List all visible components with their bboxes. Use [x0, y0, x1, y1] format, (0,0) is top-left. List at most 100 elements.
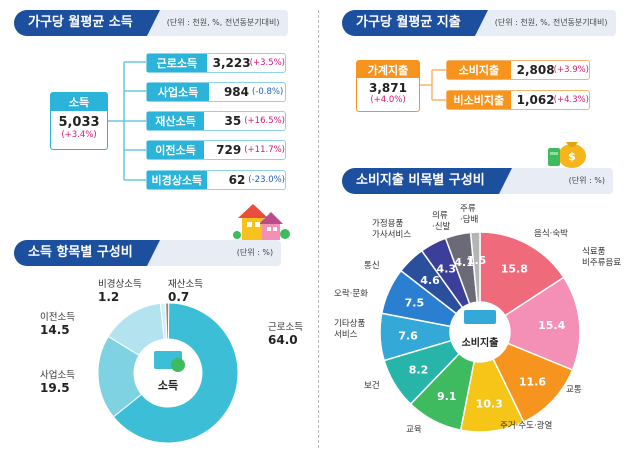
- consumption-slice-label: 가정용품: [372, 218, 403, 229]
- consumption-slice-value: 4.1: [454, 256, 474, 269]
- consumption-slice-value: 11.6: [519, 375, 546, 388]
- income-item-change: (+11.7%): [244, 145, 285, 155]
- consumption-slice-label: 의류: [432, 210, 448, 221]
- income-donut-center: [135, 340, 201, 406]
- consumption-slice-label: 서비스: [334, 330, 358, 340]
- consumption-comp-banner: 소비지출 비목별 구성비 (단위 : %): [342, 168, 614, 194]
- income-item-label: 이전소득: [147, 141, 204, 159]
- consumption-slice-label: 가사서비스: [372, 230, 411, 240]
- consumption-center-icon: [464, 310, 496, 324]
- income-item-value: 729: [216, 143, 242, 157]
- expense-item-value: 2,808: [516, 63, 555, 77]
- income-item-label: 재산소득: [147, 112, 204, 130]
- income-banner: 가구당 월평균 소득 (단위 : 천원, %, 전년동분기대비): [14, 10, 288, 36]
- expense-banner: 가구당 월평균 지출 (단위 : 천원, %, 전년동분기대비): [342, 10, 616, 36]
- expense-total-change: (+4.0%): [370, 95, 406, 105]
- income-item-label: 비경상소득: [147, 171, 207, 189]
- income-slice-label: 이전소득: [40, 312, 75, 323]
- income-item-label: 근로소득: [147, 54, 207, 72]
- income-slice-label: 비경상소득: [98, 278, 142, 290]
- income-item-change: (+16.5%): [244, 116, 285, 126]
- consumption-donut-slice: [504, 276, 581, 371]
- income-item-box: 비경상소득 62 (-23.0%): [146, 170, 286, 190]
- income-item-change: (-23.0%): [248, 175, 285, 185]
- income-donut-slice: [112, 302, 239, 444]
- consumption-slice-value: 10.3: [476, 397, 503, 410]
- income-item-value: 62: [228, 173, 246, 187]
- income-total-value: 5,033: [58, 115, 100, 130]
- consumption-slice-label: 음식·숙박: [534, 228, 568, 239]
- consumption-slice-label: 기타상품: [334, 318, 365, 329]
- income-title: 가구당 월평균 소득: [14, 10, 160, 36]
- expense-title: 가구당 월평균 지출: [342, 10, 488, 36]
- income-item-box: 근로소득 3,223 (+3.5%): [146, 53, 286, 73]
- income-slice-value: 14.5: [40, 323, 70, 337]
- income-item-label: 사업소득: [147, 83, 209, 101]
- expense-item-value: 1,062: [516, 93, 555, 107]
- expense-item-box: 비소비지출 1,062 (+4.3%): [446, 90, 590, 110]
- expense-unit: (단위 : 천원, %, 전년동분기대비): [474, 10, 616, 36]
- consumption-slice-value: 8.2: [409, 363, 429, 376]
- expense-total-label: 가계지출: [357, 61, 419, 78]
- consumption-slice-label: ·신발: [432, 221, 451, 232]
- consumption-donut-slice: [469, 231, 481, 303]
- income-slice-value: 0.7: [168, 290, 189, 304]
- income-item-value: 3,223: [212, 56, 251, 70]
- consumption-slice-label: ·담배: [460, 214, 478, 225]
- income-item-value: 984: [223, 85, 249, 99]
- expense-item-change: (+4.3%): [553, 95, 589, 105]
- income-comp-unit: (단위 : %): [146, 240, 282, 266]
- income-slice-value: 1.2: [98, 290, 119, 304]
- consumption-slice-label: 교통: [566, 385, 582, 395]
- consumption-slice-value: 7.5: [405, 296, 425, 309]
- house-icon: [233, 204, 290, 240]
- income-item-value: 35: [224, 114, 242, 128]
- income-comp-title: 소득 항목별 구성비: [14, 240, 160, 266]
- consumption-slice-value: 7.6: [398, 330, 418, 343]
- money-bag-icon: $: [548, 142, 586, 168]
- consumption-center-label: 소비지출: [462, 336, 499, 349]
- income-total-label: 소득: [51, 93, 107, 111]
- expense-total-box: 가계지출 3,871 (+4.0%): [356, 60, 420, 112]
- income-center-label: 소득: [158, 379, 178, 392]
- income-item-box: 사업소득 984 (-0.8%): [146, 82, 286, 102]
- income-item-change: (+3.5%): [249, 58, 285, 68]
- consumption-slice-label: 보건: [364, 380, 380, 391]
- consumption-slice-value: 15.8: [501, 263, 528, 276]
- expense-tree-lines: [420, 69, 446, 101]
- income-comp-banner: 소득 항목별 구성비 (단위 : %): [14, 240, 282, 266]
- income-slice-label: 재산소득: [168, 279, 203, 290]
- consumption-slice-label: 비주류음료: [582, 258, 621, 268]
- expense-item-label: 비소비지출: [447, 91, 511, 109]
- section-divider: [318, 10, 319, 448]
- income-slice-value: 19.5: [40, 381, 70, 395]
- consumption-slice-value: 15.4: [538, 319, 565, 332]
- income-slice-value: 64.0: [268, 333, 298, 347]
- consumption-donut-slice: [479, 231, 565, 317]
- consumption-slice-value: 4.3: [437, 262, 457, 275]
- consumption-comp-unit: (단위 : %): [498, 168, 614, 194]
- consumption-slice-label: 통신: [364, 261, 380, 271]
- consumption-slice-value: 1.5: [467, 254, 487, 267]
- expense-total-value: 3,871: [369, 81, 407, 95]
- expense-item-box: 소비지출 2,808 (+3.9%): [446, 60, 590, 80]
- income-item-change: (-0.8%): [252, 87, 284, 97]
- svg-text:$: $: [568, 150, 576, 163]
- consumption-slice-label: 오락·문화: [334, 288, 368, 299]
- expense-item-label: 소비지출: [447, 61, 511, 79]
- income-donut-slice: [165, 302, 170, 340]
- consumption-comp-title: 소비지출 비목별 구성비: [342, 168, 512, 194]
- income-total-box: 소득 5,033 (+3.4%): [50, 92, 108, 150]
- income-center-coin-icon: [171, 358, 185, 372]
- consumption-slice-value: 9.1: [437, 390, 457, 403]
- consumption-slice-label: 식료품: [582, 247, 606, 257]
- income-total-change: (+3.4%): [61, 130, 97, 140]
- consumption-slice-label: 주거·수도·광열: [500, 420, 553, 431]
- income-unit: (단위 : 천원, %, 전년동분기대비): [146, 10, 288, 36]
- income-item-box: 재산소득 35 (+16.5%): [146, 111, 286, 131]
- expense-item-change: (+3.9%): [553, 65, 589, 75]
- income-item-box: 이전소득 729 (+11.7%): [146, 140, 286, 160]
- consumption-slice-label: 교육: [406, 425, 422, 435]
